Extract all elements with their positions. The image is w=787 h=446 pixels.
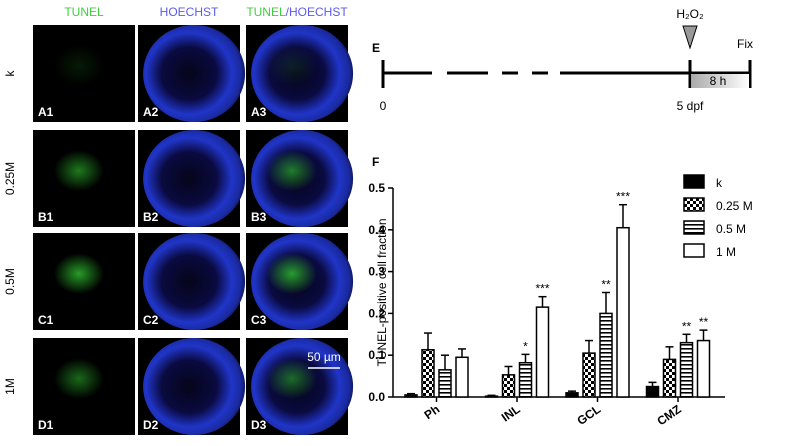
- bar: [438, 369, 452, 398]
- bar: [455, 356, 469, 398]
- row-label: 1M: [3, 378, 17, 395]
- fix-label: Fix: [737, 37, 753, 51]
- legend-swatch: [683, 197, 705, 212]
- tunel-signal: [256, 144, 328, 203]
- panel-label: C2: [143, 313, 159, 327]
- tunel-signal: [256, 352, 328, 411]
- time-label: 0: [380, 99, 387, 113]
- significance: **: [699, 315, 709, 329]
- header-part: /HOECHST: [286, 5, 349, 19]
- row-label: 0.25M: [3, 162, 17, 195]
- bar: [582, 352, 596, 398]
- column-header: TUNEL: [64, 5, 104, 19]
- x-tick-label: CMZ: [654, 402, 683, 428]
- panel-label: D1: [38, 418, 54, 432]
- bar: [404, 394, 418, 398]
- y-axis-label: TUNEL-positive cell fraction: [375, 218, 389, 366]
- bar: [645, 385, 660, 398]
- legend-swatch: [683, 220, 705, 235]
- panel-label: C3: [251, 313, 267, 327]
- bar: [565, 392, 579, 398]
- y-tick-label: 0.2: [368, 306, 385, 320]
- panel-label: B2: [143, 210, 159, 224]
- y-tick-label: 0.3: [368, 265, 385, 279]
- bar: [616, 226, 630, 398]
- y-tick-label: 0.4: [368, 223, 385, 237]
- tunel-signal: [43, 144, 115, 203]
- bar: [599, 312, 613, 398]
- bar: [679, 341, 694, 398]
- legend-label: 1 M: [716, 245, 736, 259]
- bar: [518, 361, 533, 398]
- x-tick-label: GCL: [574, 402, 603, 428]
- panel-label: D3: [251, 418, 267, 432]
- panel-label: A3: [251, 105, 267, 119]
- bar: [696, 339, 711, 398]
- duration-label: 8 h: [710, 74, 727, 88]
- treatment-window: [691, 74, 749, 88]
- x-tick-label: Ph: [422, 402, 443, 422]
- row-label: 0.5M: [3, 268, 17, 295]
- scale-bar-label: 50 µm: [307, 350, 341, 364]
- y-tick-label: 0.0: [368, 390, 385, 404]
- legend-swatch: [683, 174, 705, 189]
- significance: ***: [535, 282, 549, 296]
- panel-label: D2: [143, 418, 159, 432]
- column-header: TUNEL/HOECHST: [246, 5, 348, 19]
- column-header: HOECHST: [160, 5, 219, 19]
- y-tick-label: 0.1: [368, 348, 385, 362]
- tunel-signal: [43, 39, 115, 98]
- panel-label: C1: [38, 313, 54, 327]
- tunel-signal: [43, 352, 115, 411]
- panel-label: B1: [38, 210, 54, 224]
- tissue: [143, 338, 246, 435]
- bar: [484, 395, 499, 398]
- tissue: [143, 130, 246, 227]
- significance: ***: [616, 190, 630, 204]
- treatment-arrow: [682, 25, 698, 50]
- time-label: 5 dpf: [677, 99, 704, 113]
- treatment-label: H₂O₂: [676, 7, 704, 21]
- significance: **: [682, 319, 692, 333]
- panel-label: B3: [251, 210, 267, 224]
- row-label: k: [3, 70, 17, 77]
- significance: *: [523, 339, 528, 353]
- tunel-signal: [256, 39, 328, 98]
- x-tick-label: INL: [499, 402, 523, 425]
- tissue: [143, 25, 246, 122]
- bar: [662, 358, 677, 398]
- bar: [421, 349, 435, 398]
- tunel-signal: [43, 247, 115, 306]
- bar: [535, 306, 550, 398]
- significance: **: [601, 278, 611, 292]
- tunel-signal: [256, 247, 328, 306]
- bar: [501, 374, 516, 398]
- panel-letter: F: [372, 155, 379, 169]
- panel-label: A1: [38, 105, 54, 119]
- legend-label: 0.25 M: [716, 199, 753, 213]
- panel-label: A2: [143, 105, 159, 119]
- y-tick-label: 0.5: [368, 181, 385, 195]
- tissue: [143, 233, 246, 330]
- header-part: TUNEL: [246, 5, 286, 19]
- legend-swatch: [683, 243, 705, 258]
- legend-label: k: [716, 176, 723, 190]
- panel-letter: E: [372, 41, 380, 55]
- legend-label: 0.5 M: [716, 222, 746, 236]
